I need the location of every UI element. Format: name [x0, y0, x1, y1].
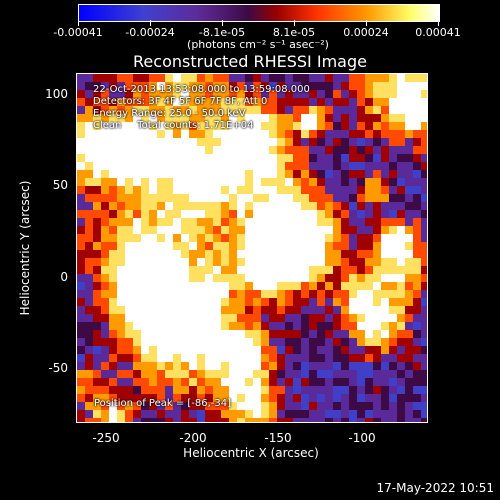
colorbar-tick [150, 20, 151, 26]
colorbar-tick [294, 20, 295, 26]
energy-range: Energy Range: 25.0 - 50.0 keV [93, 108, 246, 119]
colorbar-label: -0.00041 [53, 26, 103, 39]
colorbar-tick [366, 20, 367, 26]
colorbar-units: (photons cm⁻² s⁻¹ asec⁻²) [187, 38, 329, 51]
colorbar-label: 0.00041 [415, 26, 461, 39]
y-axis-label: Heliocentric Y (arcsec) [18, 180, 32, 316]
x-tick-label: -200 [179, 431, 207, 445]
clean-counts: Clean Total counts: 1.71E+04 [93, 120, 254, 131]
y-tick-label: 100 [45, 87, 68, 101]
image-title: Reconstructed RHESSI Image [133, 52, 367, 71]
colorbar-label: 0.00024 [343, 26, 389, 39]
x-tick-label: -150 [264, 431, 292, 445]
image-info: 22-Oct-2013 13:53:08.000 to 13:59:08.000… [93, 84, 310, 132]
x-tick-label: -250 [92, 431, 120, 445]
time-range: 22-Oct-2013 13:53:08.000 to 13:59:08.000 [93, 84, 310, 95]
colorbar-tick [438, 20, 439, 26]
colorbar-label: 8.1e-05 [272, 26, 316, 39]
y-tick-label: 50 [52, 178, 68, 192]
x-axis-label: Heliocentric X (arcsec) [183, 446, 319, 460]
colorbar-tick [78, 20, 79, 26]
heatmap [77, 74, 427, 422]
colorbar-label: -8.1e-05 [198, 26, 246, 39]
y-tick-label: -50 [48, 361, 68, 375]
colorbar-tick [222, 20, 223, 26]
detectors: Detectors: 3F 4F 5F 6F 7F 8F, Att 0 [93, 96, 268, 107]
image-plot [76, 73, 428, 423]
peak-position: Position of Peak = [-86,-34] [94, 398, 232, 409]
timestamp: 17-May-2022 10:51 [376, 481, 494, 495]
y-tick-label: 0 [60, 270, 68, 284]
colorbar [78, 4, 440, 22]
x-tick-label: -100 [348, 431, 376, 445]
colorbar-label: -0.00024 [125, 26, 175, 39]
